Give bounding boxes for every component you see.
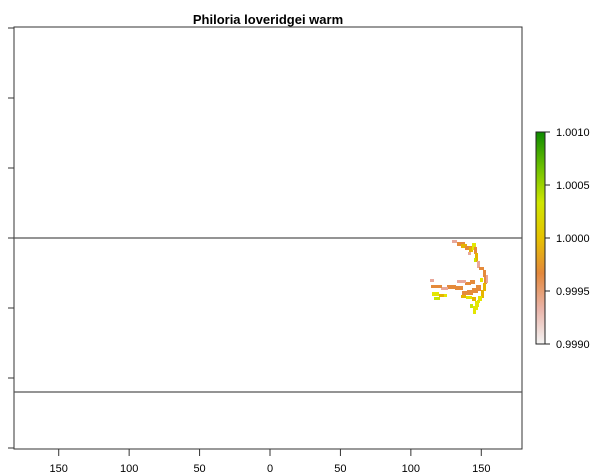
- x-tick-label: 100: [120, 463, 138, 472]
- raster-cell: [484, 276, 487, 284]
- x-tick-label: 0: [267, 463, 273, 472]
- raster-cell: [470, 304, 473, 308]
- raster-cell: [479, 267, 484, 270]
- raster-cell: [472, 297, 476, 301]
- raster-cell: [475, 301, 479, 307]
- plot-title: Philoria loveridgei warm: [193, 12, 343, 27]
- raster-cell: [461, 295, 466, 298]
- legend-tick-label: 0.9995: [556, 286, 590, 298]
- raster-cell: [481, 290, 484, 298]
- raster-cell: [472, 243, 476, 250]
- raster-cell: [432, 292, 439, 296]
- raster-cell: [462, 291, 468, 295]
- raster-cell: [480, 278, 483, 282]
- raster-cell: [469, 247, 473, 252]
- raster-cell: [478, 296, 482, 301]
- suitability-raster: [430, 240, 488, 314]
- x-tick-label: 50: [334, 463, 346, 472]
- raster-cell: [457, 280, 466, 283]
- x-axis: 150 100 50 0 50 100 150: [50, 449, 490, 472]
- raster-cell: [434, 297, 440, 300]
- x-tick-label: 150: [472, 463, 490, 472]
- x-tick-label: 50: [193, 463, 205, 472]
- raster-cell: [474, 258, 476, 262]
- raster-cell: [473, 308, 476, 314]
- raster-cell: [466, 296, 472, 299]
- color-legend: 1.0010 1.0005 1.0000 0.9995 0.9990: [535, 127, 590, 351]
- y-axis: [8, 27, 14, 449]
- raster-cell: [472, 288, 478, 293]
- raster-cell: [461, 244, 467, 248]
- raster-cell: [444, 294, 447, 297]
- raster-cell: [483, 283, 486, 291]
- raster-cell: [452, 240, 457, 243]
- raster-cell: [431, 285, 442, 288]
- raster-cell: [465, 282, 471, 285]
- legend-colorbar: [535, 131, 546, 345]
- raster-cell: [483, 270, 486, 277]
- raster-cell: [430, 279, 434, 282]
- raster-cell: [474, 247, 477, 254]
- legend-tick-label: 1.0010: [556, 127, 590, 139]
- raster-cell: [476, 285, 481, 291]
- raster-cell: [455, 286, 463, 290]
- x-tick-label: 100: [402, 463, 420, 472]
- raster-cell: [486, 275, 488, 283]
- raster-cell: [447, 285, 456, 289]
- x-tick-label: 150: [50, 463, 68, 472]
- reference-lines: [14, 237, 522, 393]
- raster-cell: [477, 261, 480, 268]
- legend-tick-label: 1.0000: [556, 233, 590, 245]
- legend-tick-label: 0.9990: [556, 339, 590, 351]
- raster-cell: [470, 280, 475, 284]
- legend-tick-label: 1.0005: [556, 180, 590, 192]
- raster-cell: [477, 300, 480, 303]
- raster-cell: [475, 253, 478, 262]
- raster-cell: [468, 252, 471, 255]
- raster-cell: [467, 290, 473, 295]
- raster-cell: [439, 294, 444, 297]
- raster-cell: [441, 287, 448, 290]
